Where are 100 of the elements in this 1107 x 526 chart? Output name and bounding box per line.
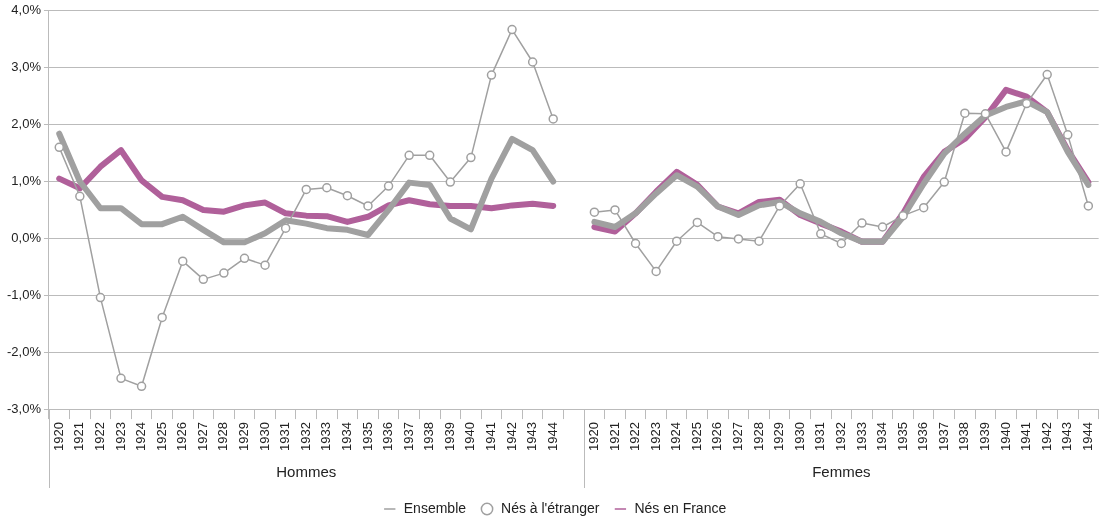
x-tick-label: 1937	[935, 422, 951, 451]
point	[260, 260, 270, 270]
point	[1042, 69, 1052, 80]
y-tick-label: -2,0%	[6, 343, 42, 359]
point	[939, 177, 950, 187]
x-tick-label: 1930	[256, 422, 272, 451]
point	[95, 292, 106, 303]
point	[424, 150, 435, 161]
x-tick-label: 1926	[174, 422, 190, 451]
x-tick-label: 1942	[1038, 422, 1054, 451]
x-tick-label: 1925	[688, 422, 704, 451]
x-tick-label: 1942	[503, 422, 519, 451]
point	[816, 229, 826, 239]
point	[177, 256, 188, 266]
x-tick-label: 1927	[194, 422, 210, 451]
x-tick-label: 1941	[1018, 422, 1034, 451]
point	[75, 191, 85, 202]
point	[836, 238, 847, 249]
point	[774, 201, 785, 211]
point	[280, 223, 291, 233]
point	[198, 274, 209, 285]
x-tick-label: 1941	[483, 422, 499, 451]
point	[795, 179, 805, 189]
x-tick-label: 1924	[668, 422, 684, 451]
y-tick-label: 0,0%	[11, 229, 42, 245]
x-tick-label: 1932	[297, 422, 313, 451]
point	[857, 218, 867, 228]
x-tick-label: 1937	[400, 422, 416, 451]
x-tick-label: 1934	[874, 422, 890, 451]
point	[136, 381, 147, 392]
x-tick-label: 1924	[133, 422, 149, 451]
point	[548, 114, 558, 124]
point	[507, 24, 517, 35]
x-tick-label: 1936	[915, 422, 931, 451]
point	[630, 238, 641, 249]
point	[466, 152, 476, 163]
x-tick-label: 1920	[585, 422, 601, 451]
y-tick-label: 2,0%	[11, 116, 42, 132]
y-tick-label: 4,0%	[11, 2, 42, 18]
point	[301, 184, 311, 195]
y-tick-label: 3,0%	[11, 59, 42, 75]
legend-label: Ensemble	[403, 499, 467, 516]
point	[733, 234, 744, 244]
x-tick-label: 1922	[627, 422, 643, 451]
x-tick-label: 1931	[812, 422, 828, 451]
x-tick-label: 1943	[524, 422, 540, 451]
x-tick-label: 1920	[50, 422, 66, 451]
y-tick-label: -3,0%	[6, 400, 42, 416]
x-tick-label: 1933	[318, 422, 334, 451]
point	[219, 268, 229, 278]
x-tick-label: 1944	[1079, 422, 1095, 451]
x-tick-label: 1921	[71, 422, 87, 451]
point	[383, 181, 394, 191]
point	[754, 236, 764, 246]
x-tick-label: 1935	[894, 422, 910, 451]
point	[918, 202, 929, 213]
x-tick-label: 1936	[380, 422, 396, 451]
x-tick-label: 1930	[791, 422, 807, 451]
x-tick-label: 1943	[1059, 422, 1075, 451]
x-tick-label: 1932	[832, 422, 848, 451]
point	[486, 70, 497, 80]
text: Hommes	[276, 463, 337, 481]
y-tick-label: 1,0%	[11, 173, 42, 189]
x-tick-label: 1931	[277, 422, 293, 451]
point	[671, 236, 682, 246]
point	[54, 142, 64, 153]
x-tick-label: 1938	[421, 422, 437, 451]
point	[342, 190, 353, 201]
x-tick-label: 1928	[215, 422, 231, 451]
text: Femmes	[812, 463, 871, 481]
x-tick-label: 1921	[606, 422, 622, 451]
y-tick-label: -1,0%	[6, 286, 42, 302]
x-tick-label: 1926	[709, 422, 725, 451]
x-tick-label: 1939	[977, 422, 993, 451]
x-tick-label: 1940	[462, 422, 478, 451]
x-tick-label: 1925	[153, 422, 169, 451]
point	[651, 266, 661, 277]
x-tick-label: 1923	[647, 422, 663, 451]
x-tick-label: 1944	[544, 422, 560, 451]
point	[322, 183, 332, 193]
point	[116, 373, 126, 384]
legend-label: Nés en France	[634, 499, 727, 516]
x-tick-label: 1935	[359, 422, 375, 451]
point	[877, 222, 888, 232]
point	[445, 177, 456, 187]
point	[960, 108, 970, 118]
point	[610, 205, 620, 215]
x-tick-label: 1934	[338, 422, 354, 451]
x-tick-label: 1938	[956, 422, 972, 451]
point	[713, 231, 723, 242]
point	[1083, 201, 1094, 211]
point	[157, 312, 167, 323]
x-tick-label: 1923	[112, 422, 128, 451]
legend-label: Nés à l'étranger	[501, 499, 600, 516]
point	[404, 150, 414, 161]
x-tick-label: 1940	[997, 422, 1013, 451]
x-tick-label: 1929	[771, 422, 787, 451]
point	[589, 207, 600, 217]
x-tick-label: 1927	[730, 422, 746, 451]
point	[1001, 147, 1011, 157]
